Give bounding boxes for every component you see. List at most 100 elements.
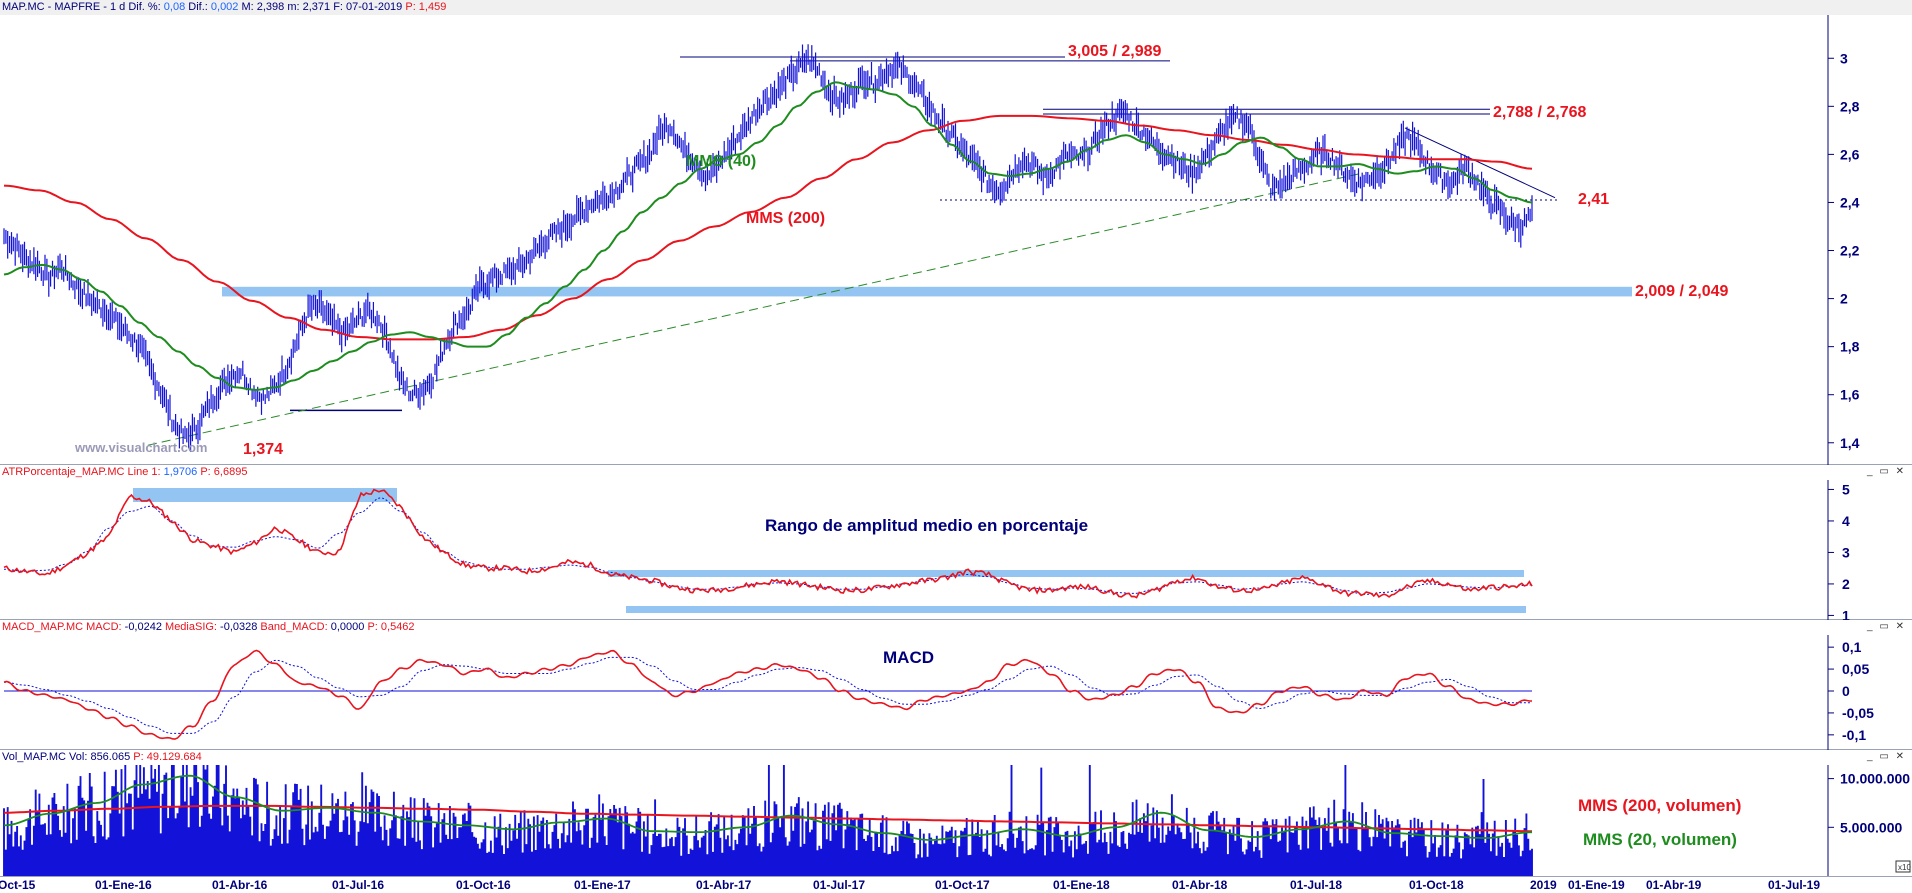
price-y-tick-label: 2,2 <box>1840 243 1860 259</box>
x-axis-label: 01-Ene-19 <box>1568 878 1625 892</box>
uptrend-dashed-line <box>147 173 1361 446</box>
price-header-part: 1 d <box>109 1 129 13</box>
macd-header-part: MediaSIG: <box>161 621 221 633</box>
macd-chart[interactable]: 0,1 0,05 0 -0,05 -0,1 MACD <box>0 620 1912 750</box>
atr-chart[interactable]: 5 4 3 2 1 Rango de amplitud medio en porcenta… <box>0 465 1912 620</box>
macd-title: MACD <box>883 648 934 667</box>
atr-lower-range-band <box>626 606 1526 613</box>
mms200-line <box>3 114 1533 341</box>
macd-line <box>3 649 1532 740</box>
macd-panel[interactable]: MACD_MAP.MC MACD: -0,0242 MediaSIG: -0,0… <box>0 620 1912 750</box>
macd-signal-line <box>3 656 1532 734</box>
price-bars <box>3 44 1533 452</box>
price-y-tick-label: 1,6 <box>1840 387 1860 403</box>
downtrend-line <box>1404 127 1556 199</box>
price-header-part: MAP.MC - MAPFRE - <box>2 1 110 13</box>
support-zone-band <box>222 286 1632 297</box>
price-header-part: Dif. %: <box>128 1 164 13</box>
volume-header-part: Vol_MAP.MC Vol: 856.065 <box>2 751 134 763</box>
support-zone-label: 2,009 / 2,049 <box>1635 283 1729 300</box>
macd-header-part: -0,0328 <box>220 621 258 633</box>
macd-y-tick-label: -0,05 <box>1842 705 1874 721</box>
price-y-tick-label: 2,4 <box>1840 194 1860 210</box>
low-label: 1,374 <box>243 441 283 458</box>
atr-signal-line <box>3 497 1532 595</box>
price-y-tick-label: 1,4 <box>1840 435 1860 451</box>
x-axis-label: 01-Abr-19 <box>1646 878 1702 892</box>
atr-y-tick-label: 4 <box>1842 513 1850 529</box>
price-panel-header: MAP.MC - MAPFRE - 1 d Dif. %: 0,08 Dif.:… <box>0 0 1912 15</box>
price-panel[interactable]: MAP.MC - MAPFRE - 1 d Dif. %: 0,08 Dif.:… <box>0 0 1912 465</box>
atr-upper-range-band <box>608 570 1524 577</box>
atr-window-buttons[interactable]: _ ▭ ✕ <box>1867 466 1906 477</box>
x-axis-label: Oct-15 <box>0 878 36 892</box>
level-241-label: 2,41 <box>1578 191 1609 208</box>
x-axis-label: 01-Oct-16 <box>456 878 511 892</box>
price-y-tick-label: 2 <box>1840 291 1848 307</box>
macd-y-tick-label: -0,1 <box>1842 727 1866 743</box>
volume-bars <box>3 765 1533 876</box>
volume-mms200-label: MMS (200, volumen) <box>1578 796 1741 815</box>
volume-panel-header: Vol_MAP.MC Vol: 856.065 P: 49.129.684 <box>0 750 1912 765</box>
resistance-2-label: 2,788 / 2,768 <box>1493 104 1587 121</box>
macd-y-tick-label: 0,1 <box>1842 639 1862 655</box>
price-header-part: 0,08 <box>163 1 186 13</box>
x-axis-label: 01-Ene-16 <box>95 878 152 892</box>
x-axis-label: 01-Jul-16 <box>332 878 385 892</box>
scale-tag-box[interactable] <box>1895 860 1911 873</box>
watermark-text: www.visualchart.com <box>74 440 207 455</box>
atr-high-band <box>133 488 397 502</box>
x-axis-label: 01-Abr-16 <box>212 878 268 892</box>
atr-y-tick-label: 3 <box>1842 544 1850 560</box>
volume-mms20-label: MMS (20, volumen) <box>1583 830 1737 849</box>
mms200-label: MMS (200) <box>746 210 825 227</box>
atr-panel[interactable]: ATRPorcentaje_MAP.MC Line 1: 1,9706 P: 6… <box>0 465 1912 620</box>
volume-panel[interactable]: Vol_MAP.MC Vol: 856.065 P: 49.129.684 _ … <box>0 750 1912 876</box>
atr-y-tick-label: 5 <box>1842 481 1850 497</box>
mms40-line <box>3 81 1533 391</box>
price-header-part: 0,002 <box>210 1 239 13</box>
volume-header-part: P: 49.129.684 <box>133 751 202 763</box>
macd-header-part: -0,0242 <box>124 621 162 633</box>
x-axis-label: 2019 <box>1530 878 1557 892</box>
atr-line <box>3 488 1533 599</box>
macd-y-tick-label: 0,05 <box>1842 661 1869 677</box>
x-axis-label: 01-Jul-17 <box>813 878 866 892</box>
volume-y-tick-label: 10.000.000 <box>1840 771 1910 787</box>
volume-y-tick-label: 5.000.000 <box>1840 819 1902 835</box>
price-y-tick-label: 2,6 <box>1840 146 1860 162</box>
atr-y-tick-label: 1 <box>1842 607 1850 620</box>
macd-header-part: 0,0000 <box>330 621 365 633</box>
macd-header-part: P: 0,5462 <box>364 621 415 633</box>
x-axis-label: 01-Oct-17 <box>935 878 990 892</box>
top-resistance-label: 3,005 / 2,989 <box>1068 43 1162 60</box>
volume-mms20-line <box>3 774 1533 841</box>
atr-header-part: P: 6,6895 <box>197 466 248 478</box>
x-axis: Oct-15 01-Ene-16 01-Abr-16 01-Jul-16 01-Oct-… <box>0 876 1912 893</box>
price-header-part: P: 1,459 <box>405 1 447 13</box>
x-axis-label: 01-Jul-18 <box>1290 878 1343 892</box>
atr-y-tick-label: 2 <box>1842 576 1850 592</box>
x-axis-label: 01-Abr-18 <box>1172 878 1228 892</box>
macd-window-buttons[interactable]: _ ▭ ✕ <box>1867 621 1906 632</box>
atr-title: Rango de amplitud medio en porcentaje <box>765 516 1088 535</box>
volume-chart[interactable]: 10.000.000 5.000.000 MMS (200, volumen) MMS… <box>0 750 1912 876</box>
price-y-tick-label: 3 <box>1840 50 1848 66</box>
price-y-tick-label: 1,8 <box>1840 339 1860 355</box>
price-header-part: Dif.: <box>185 1 211 13</box>
atr-header-part: ATRPorcentaje_MAP.MC Line 1: <box>2 466 164 478</box>
macd-panel-header: MACD_MAP.MC MACD: -0,0242 MediaSIG: -0,0… <box>0 620 1912 635</box>
price-y-tick-label: 2,8 <box>1840 98 1860 114</box>
macd-header-part: Band_MACD: <box>257 621 331 633</box>
macd-y-tick-label: 0 <box>1842 683 1850 699</box>
x-axis-label: 01-Oct-18 <box>1409 878 1464 892</box>
volume-window-buttons[interactable]: _ ▭ ✕ <box>1867 751 1906 762</box>
mms40-label: MMS (40) <box>686 153 756 170</box>
atr-header-part: 1,9706 <box>163 466 198 478</box>
x-axis-label: 01-Ene-18 <box>1053 878 1110 892</box>
scale-tag-text: x10 <box>1898 863 1911 872</box>
price-header-part: M: 2,398 m: 2,371 F: 07-01-2019 <box>238 1 406 13</box>
price-chart[interactable]: 3 2,8 2,6 2,4 2,2 2 1,8 1,6 1,4 3,005 / 2,989 2,78… <box>0 0 1912 465</box>
volume-mms200-line <box>4 804 1532 833</box>
atr-panel-header: ATRPorcentaje_MAP.MC Line 1: 1,9706 P: 6… <box>0 465 1912 480</box>
